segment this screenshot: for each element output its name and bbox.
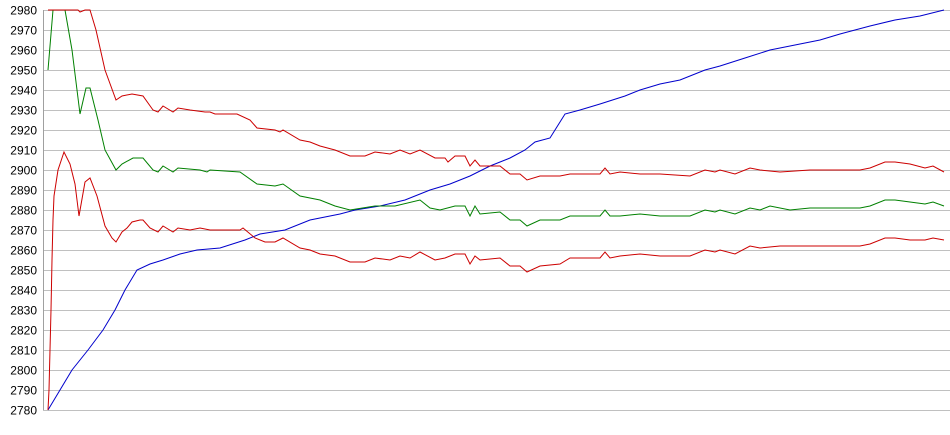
y-tick-label: 2890 bbox=[10, 184, 37, 198]
y-tick-label: 2880 bbox=[10, 204, 37, 218]
series-lines bbox=[47, 9, 945, 411]
y-tick-label: 2940 bbox=[10, 84, 37, 98]
series-line-0 bbox=[47, 9, 945, 411]
y-tick-label: 2970 bbox=[10, 24, 37, 38]
y-tick-label: 2960 bbox=[10, 44, 37, 58]
y-tick-label: 2850 bbox=[10, 264, 37, 278]
y-tick-label: 2930 bbox=[10, 104, 37, 118]
y-tick-label: 2820 bbox=[10, 324, 37, 338]
y-tick-label: 2980 bbox=[10, 4, 37, 18]
y-tick-label: 2830 bbox=[10, 304, 37, 318]
series-line-2 bbox=[48, 9, 945, 181]
y-tick-label: 2780 bbox=[10, 404, 37, 418]
series-line-1 bbox=[47, 9, 945, 227]
y-axis-tick-labels: 2980 2970 2960 2950 2940 2930 2920 2910 2900 2890… bbox=[10, 4, 37, 418]
series-line-3 bbox=[47, 150, 945, 411]
y-tick-label: 2800 bbox=[10, 364, 37, 378]
y-tick-label: 2910 bbox=[10, 144, 37, 158]
y-tick-label: 2920 bbox=[10, 124, 37, 138]
y-tick-label: 2790 bbox=[10, 384, 37, 398]
y-tick-label: 2810 bbox=[10, 344, 37, 358]
y-tick-label: 2870 bbox=[10, 224, 37, 238]
y-tick-label: 2860 bbox=[10, 244, 37, 258]
y-tick-label: 2900 bbox=[10, 164, 37, 178]
gridlines bbox=[43, 10, 950, 411]
y-tick-label: 2840 bbox=[10, 284, 37, 298]
y-tick-label: 2950 bbox=[10, 64, 37, 78]
